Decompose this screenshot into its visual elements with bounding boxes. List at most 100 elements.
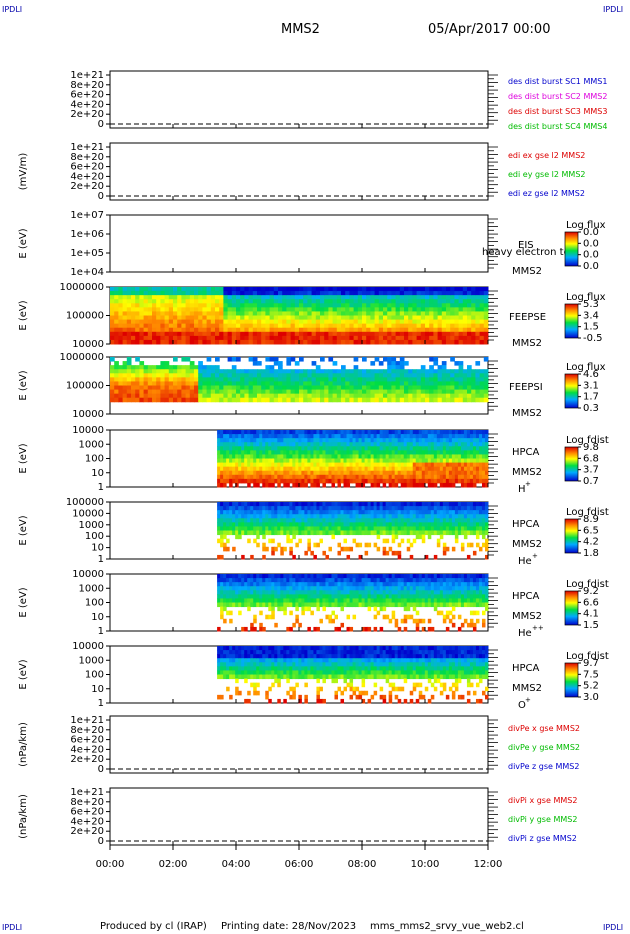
spectrogram-cell — [274, 462, 278, 468]
spectrogram-cell — [374, 389, 380, 395]
spectrogram-cell — [240, 393, 245, 399]
spectrogram-cell — [328, 389, 334, 395]
spectrogram-cell — [361, 626, 366, 632]
spectrogram-cell — [250, 522, 254, 527]
spectrogram-cell — [257, 307, 262, 312]
spectrogram-cell — [220, 534, 224, 540]
spectrogram-cell — [427, 514, 432, 519]
spectrogram-cell — [366, 307, 371, 312]
spectrogram-cell — [391, 462, 396, 468]
spectrogram-cell — [219, 311, 224, 316]
spectrogram-cell — [376, 590, 381, 595]
spectrogram-cell — [420, 365, 426, 370]
spectrogram-cell — [122, 361, 128, 366]
spectrogram-cell — [261, 287, 266, 292]
spectrogram-cell — [301, 502, 305, 507]
spectrogram-cell — [355, 514, 360, 519]
spectrogram-cell — [290, 315, 296, 321]
spectrogram-cell — [415, 466, 420, 472]
spectrogram-cell — [399, 357, 405, 362]
spectrogram-cell — [469, 442, 474, 447]
spectrogram-cell — [387, 307, 392, 312]
spectrogram-cell — [324, 381, 329, 386]
spectrogram-cell — [475, 323, 481, 329]
spectrogram-cell — [383, 393, 388, 399]
spectrogram-cell — [320, 369, 325, 374]
spectrogram-cell — [454, 385, 460, 391]
spectrogram-cell — [265, 462, 269, 468]
spectrogram-cell — [406, 482, 411, 488]
spectrogram-cell — [345, 385, 350, 391]
spectrogram-cell — [118, 377, 124, 382]
spectrogram-cell — [110, 385, 115, 391]
spectrogram-cell — [217, 438, 221, 443]
spectrogram-cell — [253, 510, 257, 515]
spectrogram-cell — [430, 514, 435, 519]
spectrogram-cell — [252, 307, 258, 312]
spectrogram-cell — [352, 442, 357, 447]
spectrogram-cell — [250, 598, 254, 603]
spectrogram-cell — [307, 502, 311, 507]
spectrogram-cell — [450, 373, 455, 378]
spectrogram-cell — [202, 307, 208, 312]
spectrogram-cell — [370, 602, 375, 608]
spectrogram-cell — [420, 303, 426, 308]
spectrogram-cell — [397, 510, 402, 515]
spectrogram-cell — [325, 602, 329, 608]
spectrogram-cell — [328, 295, 334, 300]
spectrogram-cell — [304, 606, 308, 612]
spectrogram-cell — [391, 502, 396, 507]
spectrogram-cell — [418, 462, 423, 468]
spectrogram-cell — [341, 319, 346, 325]
spectrogram-cell — [278, 315, 283, 321]
spectrogram-cell — [454, 478, 459, 484]
spectrogram-cell — [294, 335, 300, 341]
spectrogram-cell — [378, 287, 384, 292]
spectrogram-cell — [334, 434, 338, 439]
spectrogram-cell — [181, 319, 187, 325]
spectrogram-cell — [349, 434, 354, 439]
spectrogram-cell — [156, 373, 161, 378]
spectrogram-cell — [238, 610, 242, 616]
spectrogram-cell — [280, 602, 284, 608]
spectrogram-cell — [143, 295, 149, 300]
spectrogram-cell — [400, 538, 405, 544]
spectrogram-cell — [471, 389, 476, 395]
spectrogram-cell — [274, 622, 278, 628]
spectrogram-cell — [353, 365, 359, 370]
spectrogram-cell — [346, 590, 351, 595]
spectrogram-cell — [467, 299, 472, 304]
spectrogram-cell — [252, 319, 258, 325]
spectrogram-cell — [298, 474, 302, 480]
spectrogram-cell — [265, 438, 269, 443]
spectrogram-cell — [232, 518, 236, 523]
spectrogram-cell — [484, 430, 489, 435]
spectrogram-cell — [262, 626, 266, 632]
spectrogram-cell — [198, 381, 203, 386]
spectrogram-cell — [135, 373, 140, 378]
spectrogram-cell — [238, 462, 242, 468]
spectrogram-cell — [437, 393, 443, 399]
y-tick-label: 1e+21 — [70, 142, 104, 153]
spectrogram-cell — [403, 482, 408, 488]
spectrogram-cell — [223, 618, 227, 624]
y-tick-label: 1000 — [79, 520, 104, 531]
spectrogram-cell — [340, 470, 345, 476]
spectrogram-cell — [265, 323, 271, 329]
spectrogram-cell — [278, 299, 283, 304]
spectrogram-cell — [404, 299, 409, 304]
spectrogram-cell — [475, 474, 480, 480]
spectrogram-cell — [409, 526, 414, 531]
spectrogram-cell — [403, 522, 408, 527]
spectrogram-cell — [436, 522, 441, 527]
spectrogram-cell — [289, 598, 293, 603]
spectrogram-cell — [376, 522, 381, 527]
spectrogram-cell — [310, 474, 314, 480]
spectrogram-cell — [269, 307, 275, 312]
spectrogram-cell — [274, 578, 278, 583]
spectrogram-cell — [298, 510, 302, 515]
spectrogram-cell — [331, 582, 335, 587]
spectrogram-cell — [269, 323, 275, 329]
spectrogram-cell — [355, 590, 360, 595]
spectrogram-cell — [268, 434, 272, 439]
